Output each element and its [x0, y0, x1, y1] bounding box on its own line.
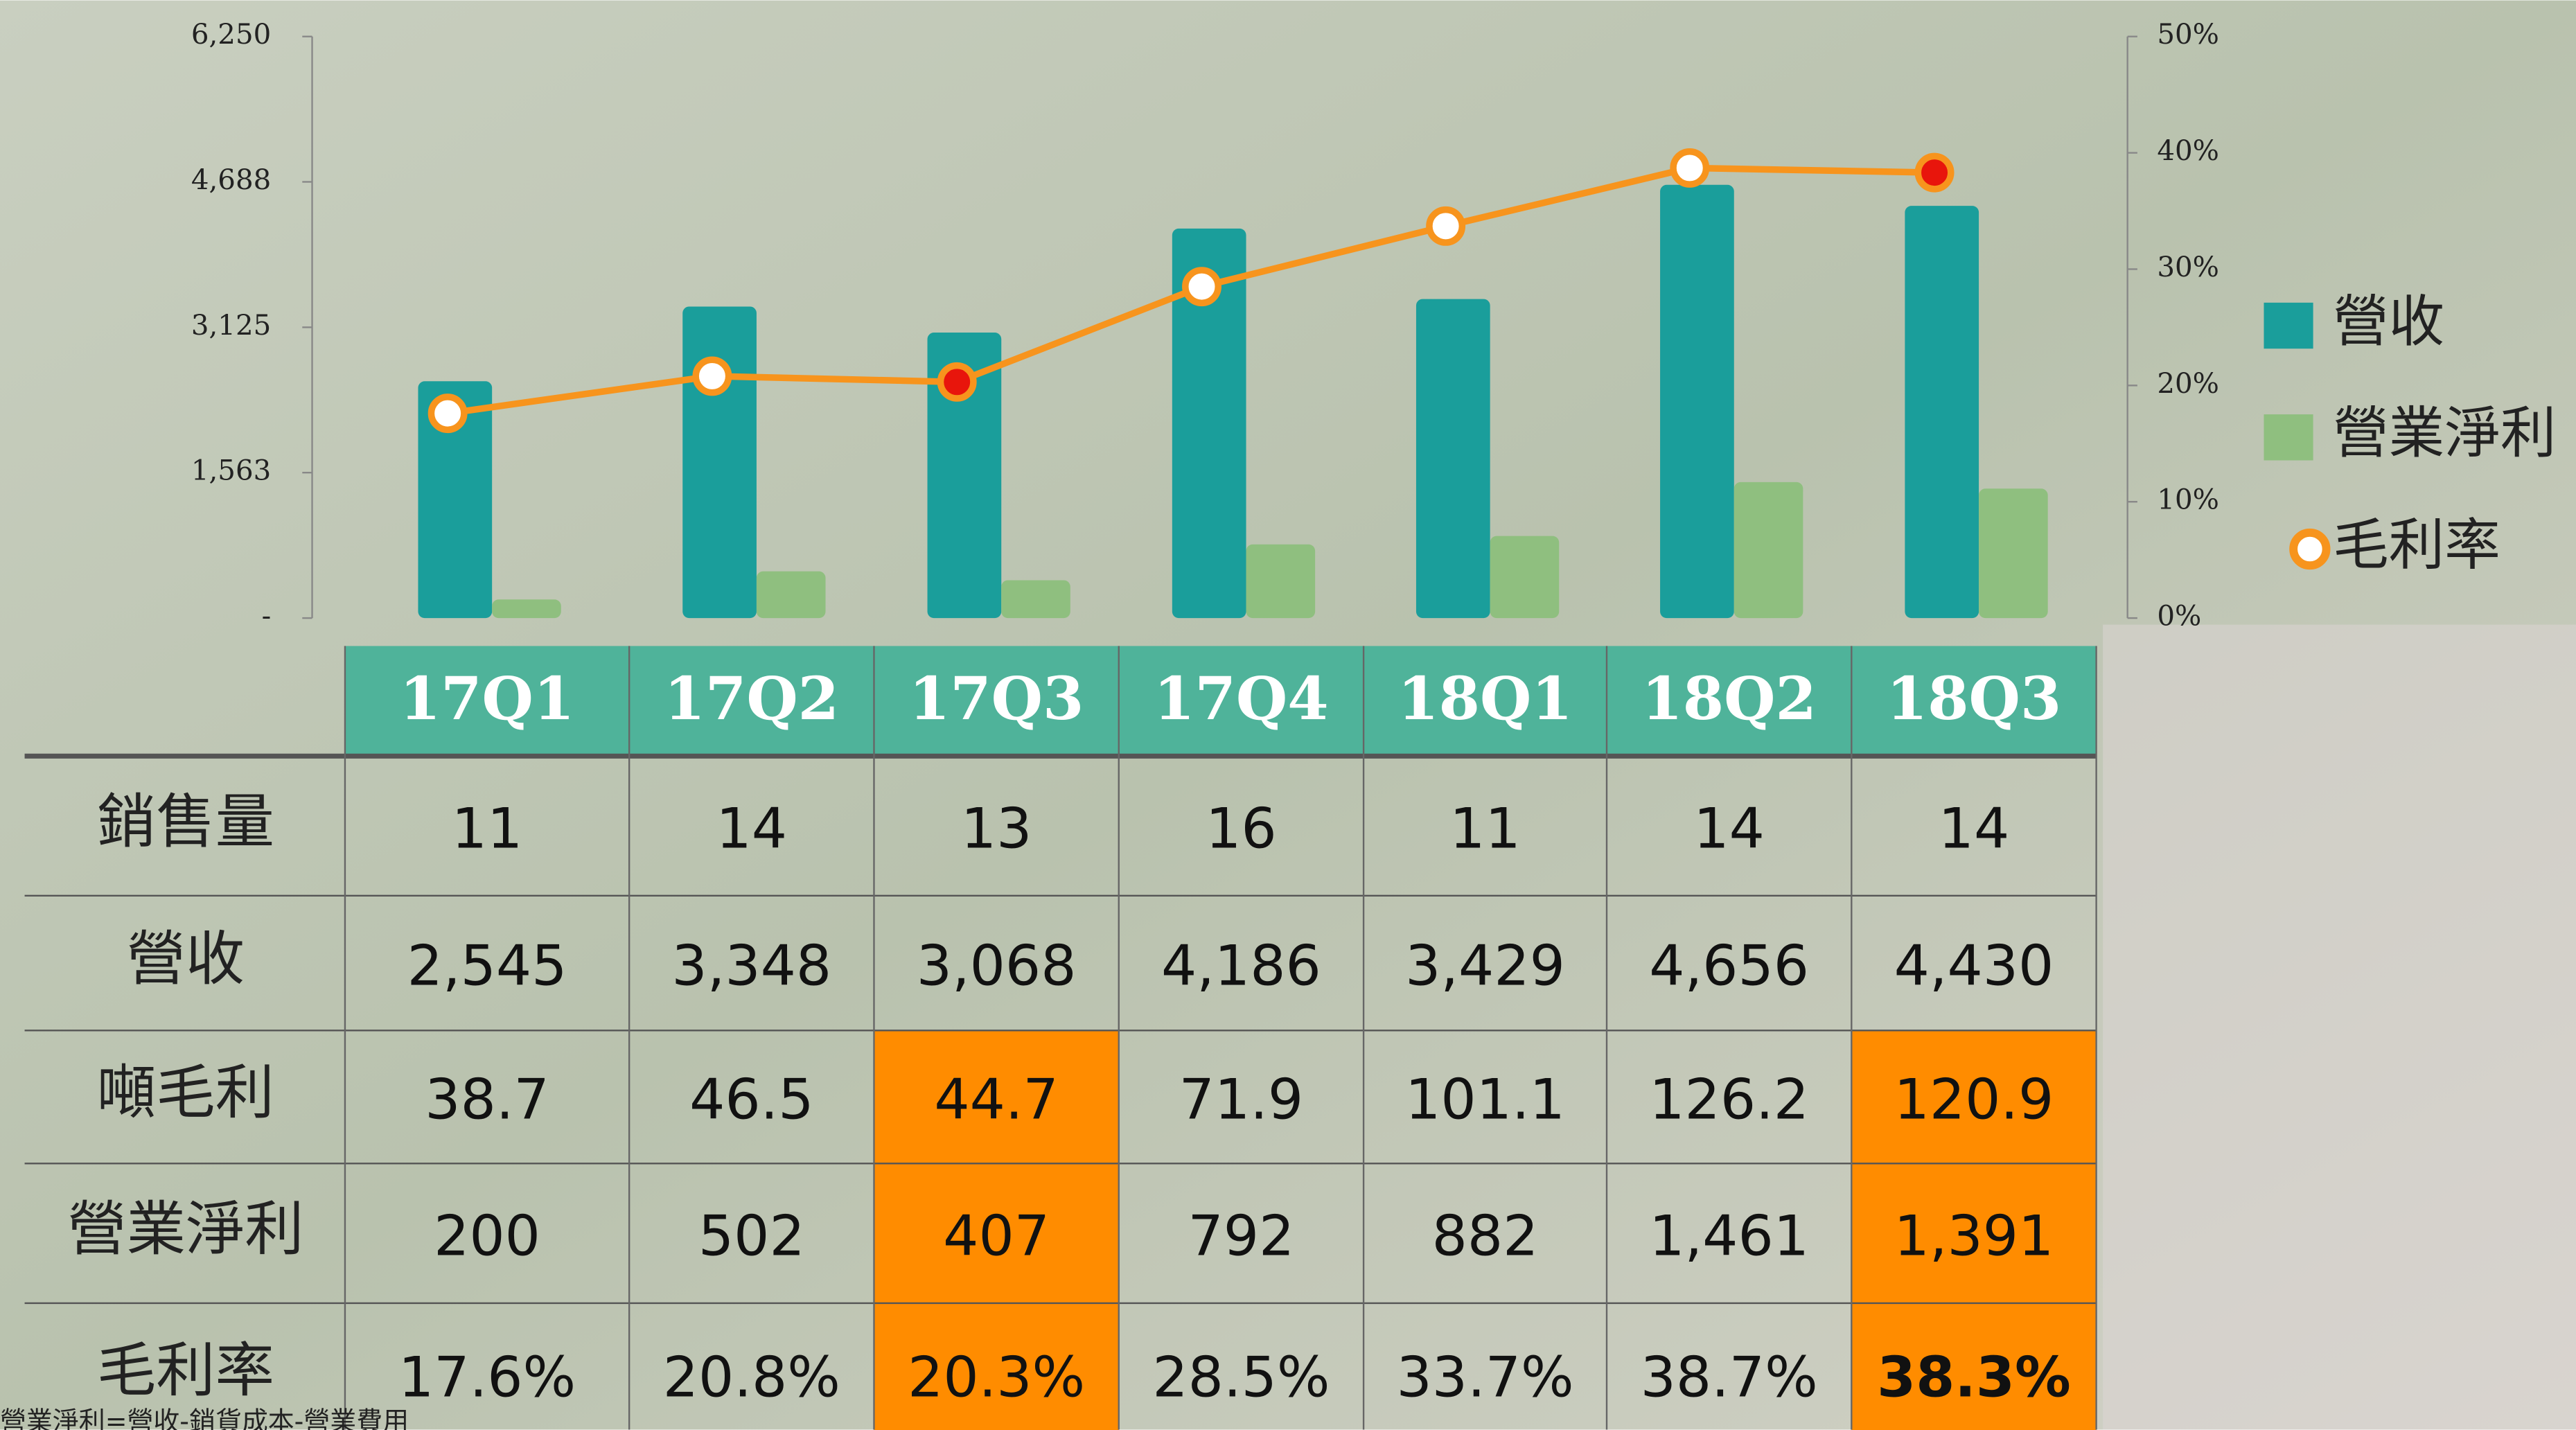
bar [1660, 185, 1734, 618]
table-cell: 14 [1939, 797, 2010, 862]
row-label: 毛利率 [97, 1336, 274, 1405]
line-marker [1918, 156, 1950, 188]
line-marker [431, 397, 464, 430]
line-marker [1185, 270, 1218, 303]
table-cell: 502 [698, 1204, 805, 1269]
table-cell: 882 [1432, 1204, 1539, 1269]
table-cell: 2,545 [407, 934, 567, 999]
table-cell: 38.7 [425, 1068, 549, 1133]
table-cell: 13 [961, 797, 1032, 862]
y2-tick-label: 20% [2157, 367, 2219, 400]
table-cell: 28.5% [1152, 1345, 1330, 1410]
y-tick-label: 3,125 [191, 309, 271, 342]
bar [1490, 536, 1560, 618]
row-label: 營業淨利 [67, 1196, 303, 1264]
table-cell: 126.2 [1649, 1068, 1809, 1133]
table-cell: 4,430 [1894, 934, 2054, 999]
y-tick-label: 6,250 [191, 18, 271, 51]
table-cell: 20.3% [908, 1345, 1085, 1410]
y2-tick-label: 30% [2157, 251, 2219, 283]
table-cell: 792 [1188, 1204, 1294, 1269]
table-cell: 16 [1206, 797, 1277, 862]
table-cell: 407 [943, 1204, 1050, 1269]
table-cell: 20.8% [663, 1345, 840, 1410]
line-marker [940, 366, 973, 398]
table-cell: 46.5 [689, 1068, 813, 1133]
table-cell: 4,186 [1161, 934, 1321, 999]
row-label: 營收 [127, 925, 245, 994]
table-cell: 11 [452, 797, 523, 862]
column-header: 17Q3 [909, 664, 1084, 734]
legend-label: 營收 [2333, 290, 2444, 355]
table-cell: 38.7% [1641, 1345, 1818, 1410]
legend-swatch [2293, 533, 2326, 565]
bar [1979, 488, 2048, 618]
table-cell: 200 [434, 1204, 540, 1269]
bar [492, 599, 561, 618]
column-header: 18Q3 [1887, 664, 2062, 734]
table-cell: 1,461 [1649, 1204, 1809, 1269]
slide: - 1,563 3,125 4,688 6,250 0% 10% 20% 30% 40% 50% 營收… [0, 0, 2576, 1430]
column-header: 17Q2 [664, 664, 840, 734]
bar [1001, 580, 1070, 618]
y-tick-label: - [262, 600, 272, 633]
column-header: 18Q1 [1397, 664, 1573, 734]
y2-tick-label: 10% [2157, 484, 2219, 516]
y2-tick-label: 0% [2157, 600, 2201, 633]
bar [757, 572, 826, 618]
footnote: 營業淨利=營收-銷貨成本-營業費用 [0, 1406, 409, 1430]
table-cell: 11 [1449, 797, 1521, 862]
table-cell: 14 [1693, 797, 1765, 862]
y-tick-label: 1,563 [191, 454, 271, 487]
table-cell: 71.9 [1179, 1068, 1303, 1133]
bar [1905, 206, 1979, 618]
background-figure [2103, 625, 2576, 1430]
bar [1246, 545, 1316, 618]
line-marker [1429, 210, 1462, 242]
table-cell: 3,348 [671, 934, 831, 999]
table-cell: 120.9 [1894, 1068, 2054, 1133]
bar [1734, 482, 1803, 618]
bar [682, 306, 757, 618]
line-marker [696, 360, 728, 392]
column-header: 17Q1 [400, 664, 575, 734]
bar [1416, 299, 1490, 619]
table-cell: 101.1 [1405, 1068, 1565, 1133]
line-marker [1673, 152, 1706, 184]
table-cell: 4,656 [1649, 934, 1809, 999]
page: - 1,563 3,125 4,688 6,250 0% 10% 20% 30% 40% 50% 營收… [0, 0, 2576, 1430]
table-cell: 33.7% [1397, 1345, 1574, 1410]
table-cell: 17.6% [398, 1345, 576, 1410]
y2-tick-label: 50% [2157, 18, 2219, 51]
y-tick-label: 4,688 [191, 164, 271, 196]
table-cell: 14 [716, 797, 788, 862]
legend-label: 毛利率 [2333, 513, 2500, 578]
legend-swatch [2264, 414, 2313, 460]
column-header: 18Q2 [1641, 664, 1817, 734]
table-cell: 3,429 [1405, 934, 1565, 999]
row-label: 噸毛利 [97, 1059, 274, 1128]
table-cell: 1,391 [1894, 1204, 2054, 1269]
legend-label: 營業淨利 [2333, 401, 2556, 466]
column-header: 17Q4 [1154, 664, 1329, 734]
row-label: 銷售量 [97, 788, 274, 856]
table-cell: 38.3% [1877, 1345, 2071, 1410]
table-cell: 3,068 [917, 934, 1077, 999]
legend-swatch [2264, 303, 2313, 348]
y2-tick-label: 40% [2157, 134, 2219, 167]
table-cell: 44.7 [934, 1068, 1058, 1133]
